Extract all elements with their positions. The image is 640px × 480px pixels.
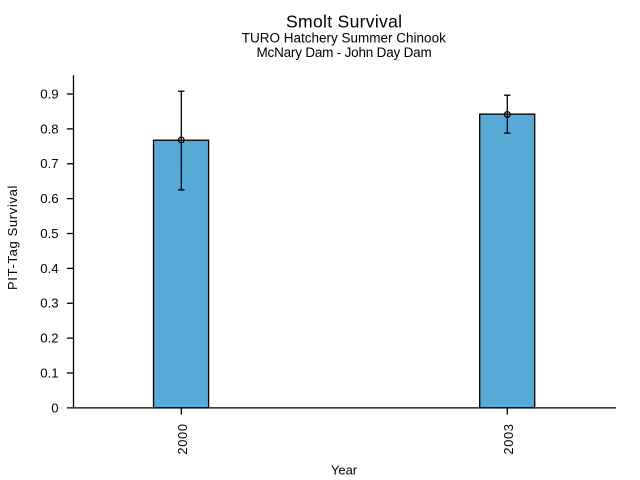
svg-text:0.4: 0.4 (40, 261, 58, 276)
svg-text:PIT-Tag Survival: PIT-Tag Survival (5, 185, 20, 290)
svg-text:0.6: 0.6 (40, 191, 58, 206)
svg-text:0: 0 (51, 400, 58, 415)
svg-text:2003: 2003 (501, 423, 516, 454)
svg-text:0.1: 0.1 (40, 365, 58, 380)
svg-text:Year: Year (331, 463, 358, 478)
svg-text:0.2: 0.2 (40, 331, 58, 346)
svg-text:2000: 2000 (175, 423, 190, 454)
svg-text:0.8: 0.8 (40, 121, 58, 136)
svg-text:TURO Hatchery Summer Chinook: TURO Hatchery Summer Chinook (242, 31, 446, 46)
svg-text:0.7: 0.7 (40, 156, 58, 171)
svg-text:McNary Dam - John Day Dam: McNary Dam - John Day Dam (256, 45, 431, 60)
svg-text:0.9: 0.9 (40, 86, 58, 101)
svg-text:0.5: 0.5 (40, 226, 58, 241)
svg-text:Smolt Survival: Smolt Survival (286, 12, 402, 32)
svg-text:0.3: 0.3 (40, 296, 58, 311)
